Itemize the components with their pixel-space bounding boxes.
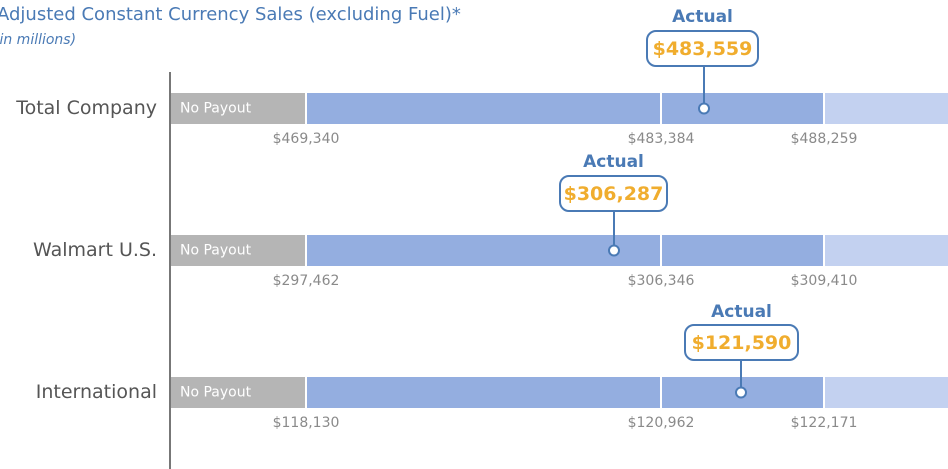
threshold-label: $309,410 xyxy=(791,273,858,289)
callout-box xyxy=(684,324,799,361)
callout-box xyxy=(646,30,759,67)
no-payout-label: No Payout xyxy=(180,101,252,117)
actual-marker xyxy=(608,244,620,257)
threshold-label: $120,962 xyxy=(628,415,695,431)
callout-box xyxy=(559,175,668,212)
actual-value: $306,287 xyxy=(564,183,664,205)
threshold-label: $469,340 xyxy=(273,131,340,147)
actual-marker xyxy=(735,386,747,399)
payout-segment xyxy=(825,93,948,124)
actual-value: $121,590 xyxy=(692,332,792,354)
row-label: International xyxy=(36,381,157,403)
no-payout-segment xyxy=(171,93,305,124)
payout-segment xyxy=(307,93,660,124)
title: Adjusted Constant Currency Sales (exclud… xyxy=(0,4,461,25)
subtitle: (in millions) xyxy=(0,32,76,48)
threshold-label: $483,384 xyxy=(628,131,695,147)
payout-segment xyxy=(662,235,823,266)
payout-segment xyxy=(307,377,660,408)
no-payout-segment xyxy=(171,235,305,266)
no-payout-segment xyxy=(171,377,305,408)
payout-segment xyxy=(662,93,823,124)
threshold-label: $306,346 xyxy=(628,273,695,289)
row-label: Total Company xyxy=(15,97,157,119)
payout-segment xyxy=(825,377,948,408)
no-payout-label: No Payout xyxy=(180,243,252,259)
actual-label: Actual xyxy=(711,302,772,322)
payout-segment xyxy=(307,235,660,266)
actual-value: $483,559 xyxy=(653,38,753,60)
payout-segment xyxy=(825,235,948,266)
no-payout-label: No Payout xyxy=(180,385,252,401)
threshold-label: $488,259 xyxy=(791,131,858,147)
actual-label: Actual xyxy=(672,7,733,27)
actual-label: Actual xyxy=(583,152,644,172)
row-label: Walmart U.S. xyxy=(33,239,157,261)
threshold-label: $297,462 xyxy=(273,273,340,289)
threshold-label: $118,130 xyxy=(273,415,340,431)
actual-marker xyxy=(698,102,710,115)
threshold-label: $122,171 xyxy=(791,415,858,431)
